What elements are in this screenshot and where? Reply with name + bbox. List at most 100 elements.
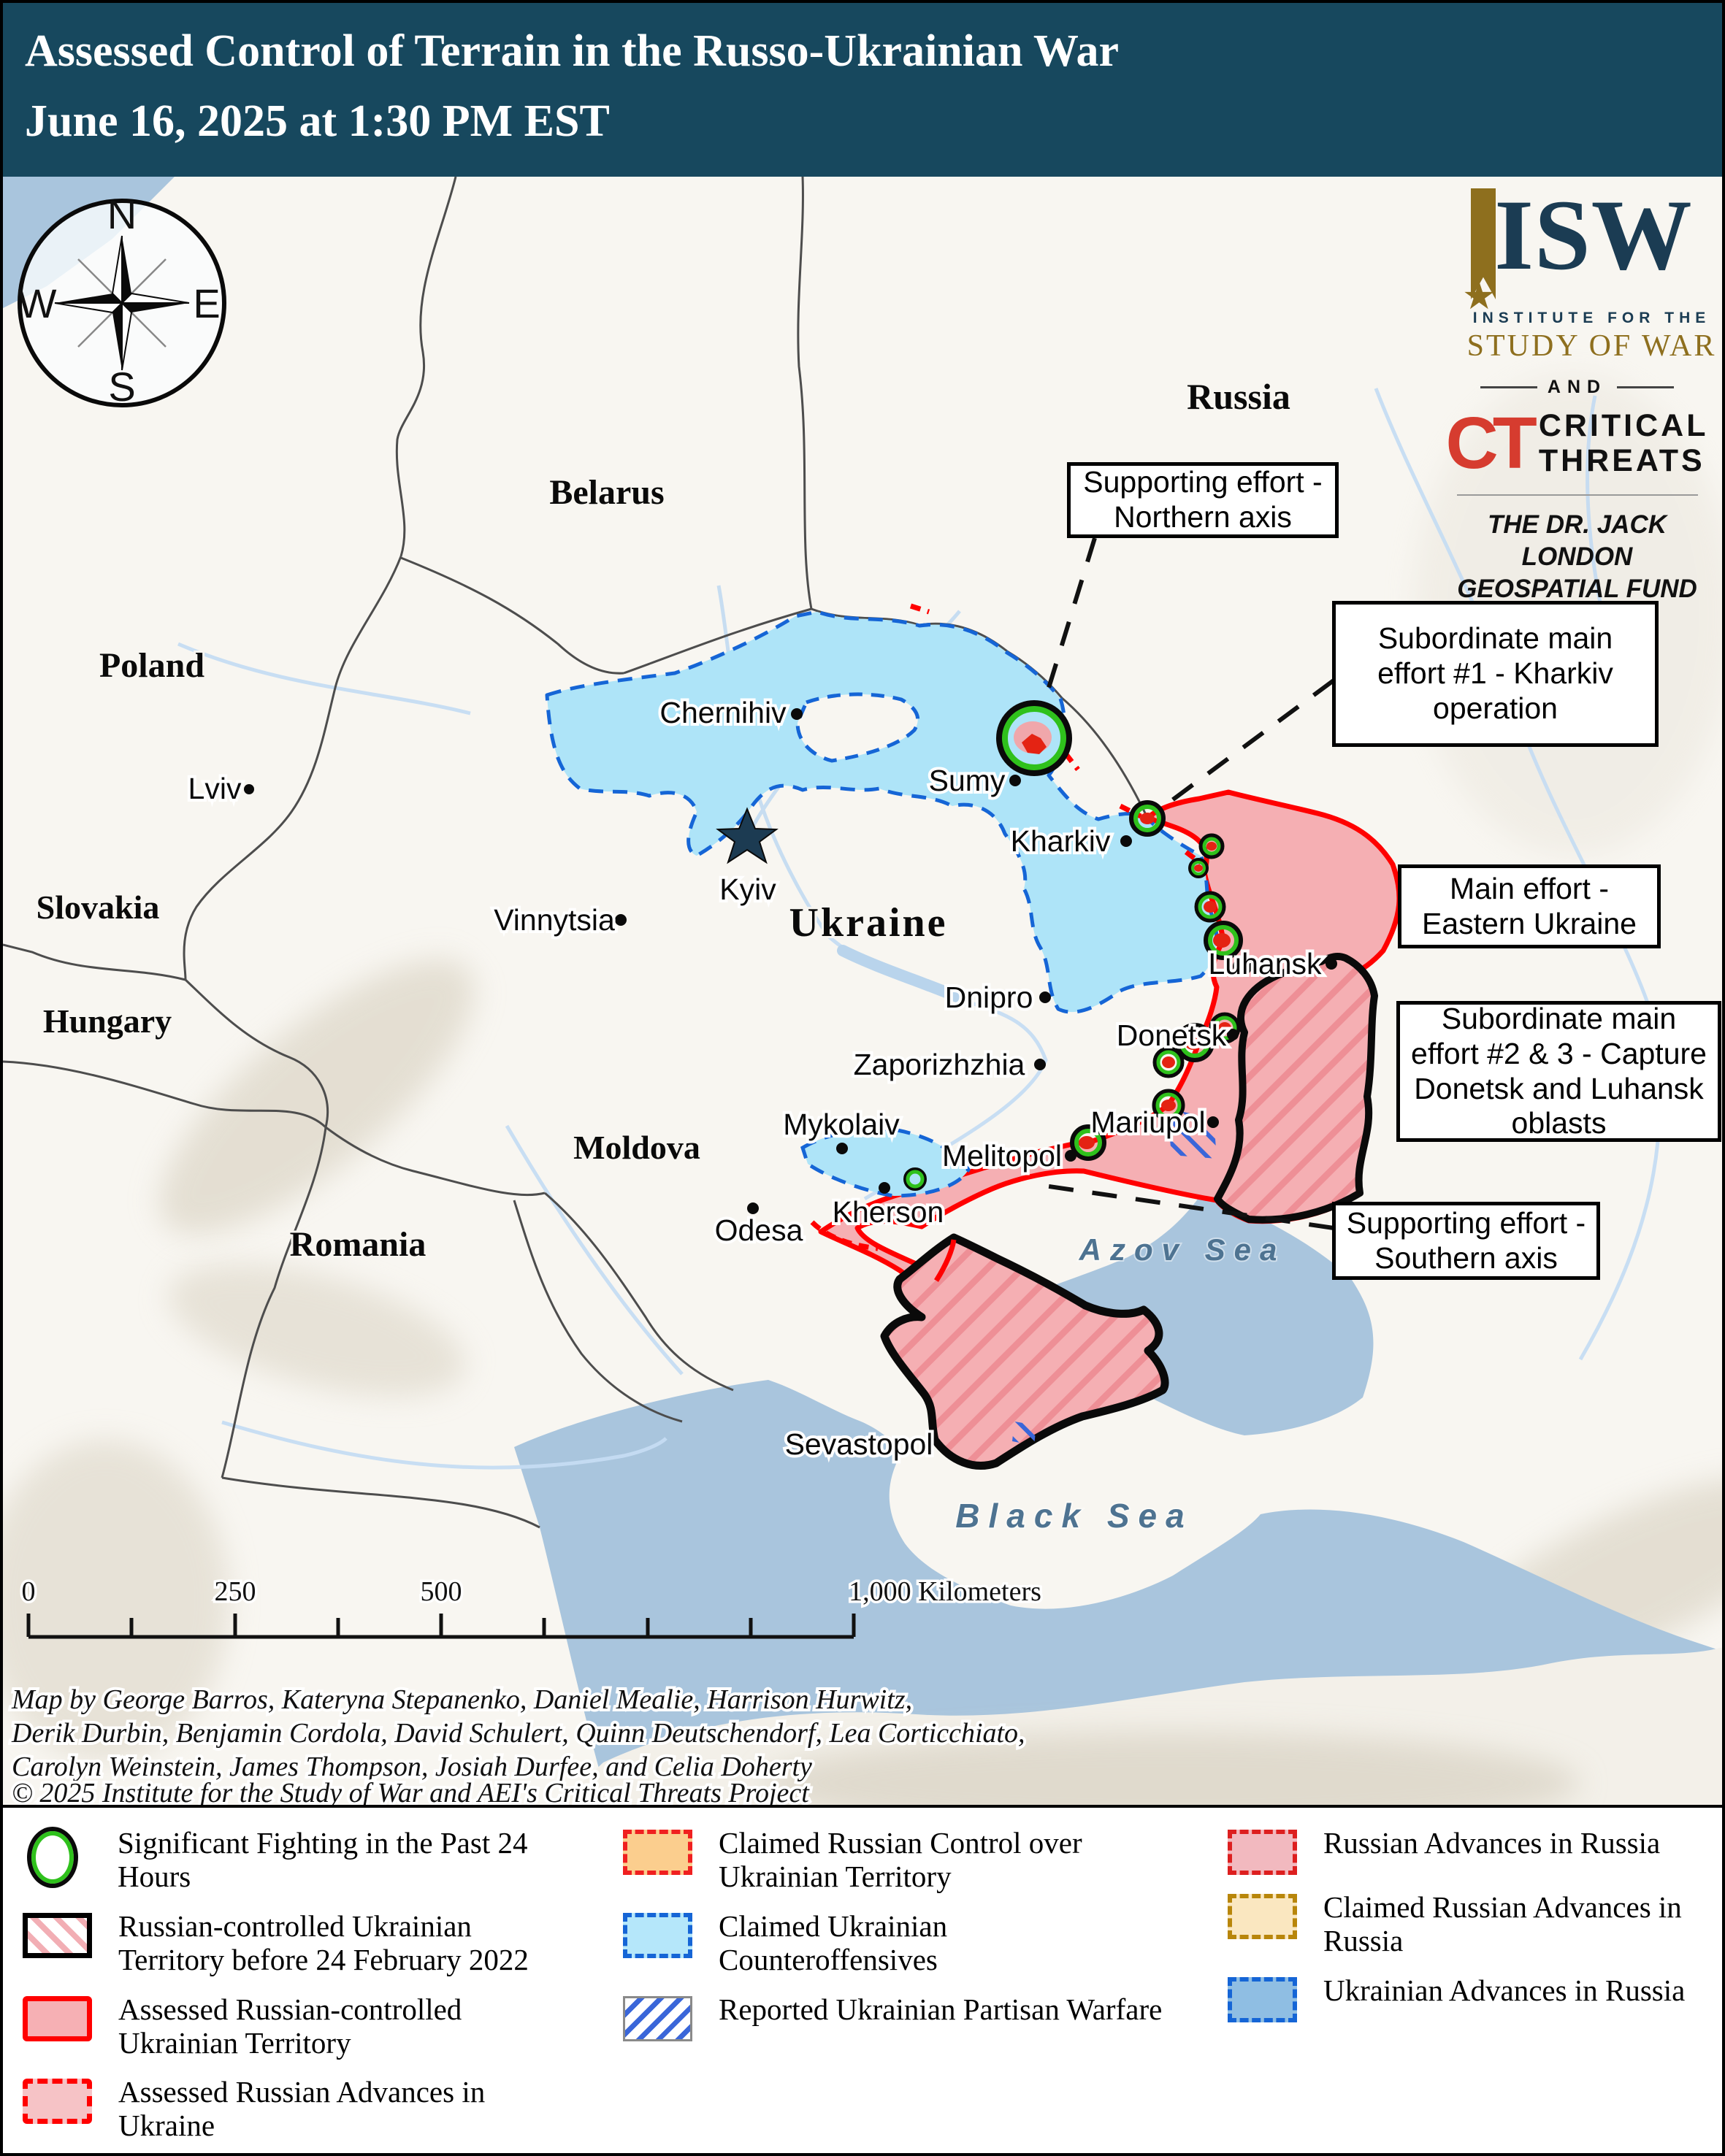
dot-luhansk	[1326, 958, 1337, 970]
ru-adv-russia-swatch-icon	[1228, 1830, 1297, 1875]
dot-dnipro	[1039, 991, 1051, 1003]
dot-chernihiv	[791, 708, 803, 720]
page-title: Assessed Control of Terrain in the Russo…	[25, 26, 1119, 76]
label-zaporizhzhia: Zaporizhzhia	[854, 1048, 1025, 1081]
legend-label-claimed-ru: Claimed Russian Control over Ukrainian T…	[719, 1826, 1082, 1893]
pre2022-donbas-area	[1214, 952, 1378, 1224]
scale-bar	[26, 1614, 856, 1639]
callout-southern-axis-label: Supporting effort - Southern axis	[1346, 1205, 1586, 1275]
fighting-red-blobs	[1014, 721, 1246, 1149]
legend-item-ru-advances: Assessed Russian Advances in Ukraine	[23, 2076, 623, 2143]
city-labels: Chernihiv Sumy Kyiv Kharkiv Luhansk Vinn…	[185, 693, 1325, 1464]
isw-acronym: ISW	[1494, 179, 1693, 291]
label-hungary: Hungary	[43, 1002, 172, 1040]
label-chernihiv: Chernihiv	[659, 696, 787, 729]
legend-item-claimed-ua: Claimed Ukrainian Counteroffensives	[623, 1908, 1228, 1977]
claimed-ua-swatch-icon	[623, 1912, 692, 1958]
and-label: AND	[1547, 377, 1607, 397]
compass-s: S	[108, 364, 135, 410]
callout-kharkiv-operation-label: Subordinate main effort #1 - Kharkiv ope…	[1377, 621, 1613, 725]
fighting-circle-icon	[27, 1827, 78, 1888]
azov-sea	[987, 1195, 1374, 1435]
legend-label-pre2022: Russian-controlled Ukrainian Territory b…	[118, 1908, 529, 1976]
label-kharkiv: Kharkiv	[1011, 824, 1111, 858]
label-kherson: Kherson	[833, 1195, 944, 1229]
label-mariupol: Mariupol	[1090, 1105, 1205, 1139]
legend-label-fighting: Significant Fighting in the Past 24 Hour…	[118, 1826, 528, 1893]
callout-subordinate-2-3: Subordinate main effort #2 & 3 - Capture…	[1396, 1001, 1721, 1142]
label-donetsk: Donetsk	[1117, 1018, 1227, 1052]
callout-northern-axis: Supporting effort - Northern axis	[1067, 462, 1339, 538]
crimea-area	[880, 1233, 1169, 1470]
dot-mykolaiv	[836, 1143, 848, 1154]
label-vinnytsia: Vinnytsia	[494, 903, 615, 937]
label-lviv: Lviv	[188, 772, 242, 805]
dot-mariupol	[1207, 1116, 1219, 1128]
label-kyiv: Kyiv	[719, 872, 776, 906]
credits-line1: Map by George Barros, Kateryna Stepanenk…	[11, 1684, 912, 1715]
legend-label-claimed-ru-adv-russia: Claimed Russian Advances in Russia	[1323, 1890, 1682, 1957]
and-line-left	[1480, 386, 1537, 388]
fighting-circles	[903, 700, 1252, 1191]
dot-odesa	[747, 1202, 759, 1214]
kyiv-star	[716, 807, 779, 864]
ru-advances-swatch-icon	[23, 2079, 92, 2125]
callout-southern-axis: Supporting effort - Southern axis	[1332, 1202, 1600, 1280]
legend-label-ru-advances: Assessed Russian Advances in Ukraine	[118, 2075, 486, 2143]
legend-col-3: Russian Advances in Russia Claimed Russi…	[1228, 1826, 1722, 2153]
dot-vinnytsia	[615, 914, 627, 926]
legend-label-partisan: Reported Ukrainian Partisan Warfare	[719, 1992, 1163, 2026]
ru-control-swatch-icon	[23, 1995, 92, 2041]
dot-melitopol	[1065, 1150, 1076, 1162]
label-romania: Romania	[290, 1225, 427, 1264]
legend-label-ru-control: Assessed Russian-controlled Ukrainian Te…	[118, 1992, 462, 2060]
dot-sumy	[1009, 775, 1021, 786]
logo-block: ★ ISW INSTITUTE FOR THE STUDY OF WAR AND…	[1433, 179, 1721, 605]
label-moldova: Moldova	[573, 1129, 700, 1166]
callout-northern-axis-label: Supporting effort - Northern axis	[1083, 465, 1323, 534]
legend-item-claimed-ru-adv-russia: Claimed Russian Advances in Russia	[1228, 1890, 1722, 1958]
credits-line3: Carolyn Weinstein, James Thompson, Josia…	[12, 1752, 812, 1782]
legend-item-fighting: Significant Fighting in the Past 24 Hour…	[23, 1826, 623, 1894]
country-labels: Russia Belarus Poland Slovakia Hungary M…	[34, 374, 1293, 1266]
isw-study-of-war-line: STUDY OF WAR	[1466, 329, 1717, 363]
claimed-ru-swatch-icon	[623, 1830, 692, 1875]
label-dnipro: Dnipro	[945, 981, 1033, 1014]
geospatial-fund-credit: THE DR. JACK LONDON GEOSPATIAL FUND	[1433, 509, 1721, 605]
legend-item-ru-adv-russia: Russian Advances in Russia	[1228, 1826, 1722, 1875]
anatolia-terrain	[762, 1732, 1580, 1805]
partisan-swatch-icon	[623, 1995, 692, 2041]
legend-label-ru-adv-russia: Russian Advances in Russia	[1323, 1826, 1661, 1860]
dot-kherson	[879, 1182, 890, 1194]
label-luhansk: Luhansk	[1208, 947, 1322, 981]
partisan-hatch-melitopol	[1167, 1108, 1217, 1159]
label-russia: Russia	[1187, 376, 1290, 417]
legend-label-claimed-ua: Claimed Ukrainian Counteroffensives	[719, 1908, 948, 1976]
label-azov-sea: Azov Sea	[1079, 1232, 1286, 1267]
ct-wordmark: CRITICAL THREATS	[1539, 408, 1709, 478]
isw-star-icon: ★	[1462, 275, 1496, 318]
compass-rose: N E S W	[18, 191, 226, 410]
header-bar: Assessed Control of Terrain in the Russo…	[3, 3, 1722, 177]
dot-zaporizhzhia	[1034, 1059, 1046, 1070]
isw-institute-line: INSTITUTE FOR THE	[1472, 310, 1711, 326]
isw-logo: ★ ISW	[1433, 179, 1721, 318]
claimed-ru-adv-russia-swatch-icon	[1228, 1894, 1297, 1939]
map-canvas: N E S W Russia Belarus Poland Slovakia H…	[3, 177, 1722, 1805]
scale-0: 0	[22, 1576, 36, 1607]
scale-500: 500	[421, 1576, 462, 1607]
ua-adv-russia-swatch-icon	[1228, 1976, 1297, 2022]
fund-line2: GEOSPATIAL FUND	[1457, 574, 1697, 603]
legend-item-ua-adv-russia: Ukrainian Advances in Russia	[1228, 1973, 1722, 2022]
logo-divider	[1456, 494, 1698, 496]
scale-1000km: 1,000 Kilometers	[849, 1576, 1041, 1607]
legend-item-claimed-ru: Claimed Russian Control over Ukrainian T…	[623, 1826, 1228, 1894]
and-separator: AND	[1433, 377, 1721, 398]
city-markers	[244, 708, 1337, 1214]
label-odesa: Odesa	[715, 1213, 803, 1247]
callout-leader-lines	[1033, 537, 1335, 1230]
legend-col-2: Claimed Russian Control over Ukrainian T…	[623, 1826, 1228, 2153]
dot-donetsk	[1227, 1029, 1239, 1040]
label-black-sea: Black Sea	[955, 1497, 1193, 1535]
